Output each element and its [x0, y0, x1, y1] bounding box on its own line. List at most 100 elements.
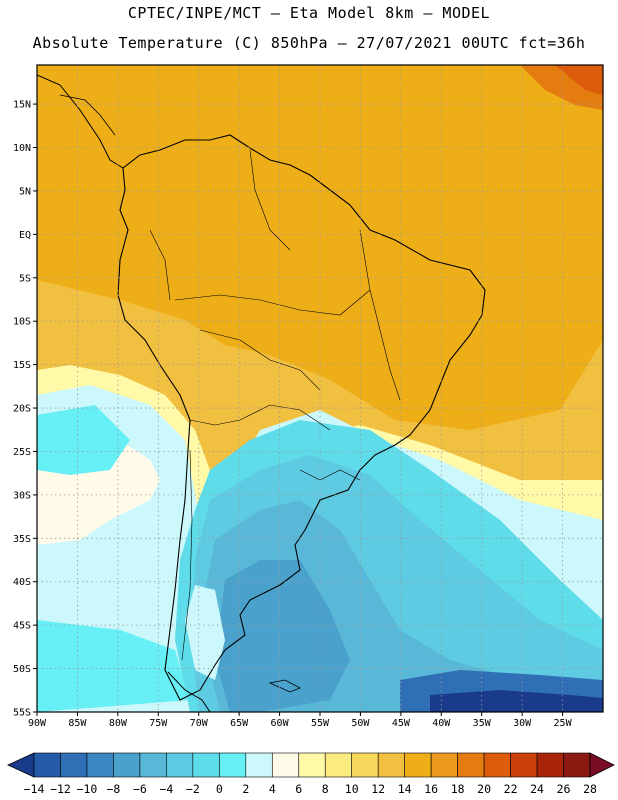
colorbar-swatch: [271, 752, 300, 778]
colorbar-high-arrow: [589, 752, 615, 778]
colorbar-label: 24: [530, 782, 544, 796]
colorbar-swatch: [86, 752, 114, 778]
border-brazil-north: [174, 289, 371, 316]
lon-label: 40W: [432, 718, 451, 729]
temperature-field: [37, 65, 603, 712]
colorbar-label: −8: [106, 782, 120, 796]
lat-label: 15N: [13, 100, 31, 111]
colorbar-swatch: [113, 752, 141, 778]
latitude-labels: 15N 10N 5N EQ 5S 10S 15S 20S 25S 30S 35S 40S 45S 50S 5…: [13, 100, 31, 719]
lat-label: 15S: [13, 360, 31, 371]
colorbar-swatch: [33, 752, 61, 778]
lat-label: 25S: [13, 447, 31, 458]
colorbar-swatch: [60, 752, 88, 778]
title-line-1: CPTEC/INPE/MCT — Eta Model 8km — MODEL: [127, 4, 491, 22]
colorbar-label: −6: [133, 782, 147, 796]
lat-label: 5N: [19, 186, 31, 197]
colorbar-label: 12: [371, 782, 385, 796]
lon-label: 70W: [190, 718, 209, 729]
colorbar-label: 22: [504, 782, 518, 796]
colorbar-label: −12: [50, 782, 71, 796]
lat-label: 5S: [19, 273, 31, 284]
colorbar-label: 28: [583, 782, 597, 796]
lon-label: 65W: [230, 718, 249, 729]
tropical-warm-region: [37, 65, 603, 430]
title-line-2: Absolute Temperature (C) 850hPa — 27/07/…: [32, 34, 586, 52]
colorbar-label: 10: [345, 782, 359, 796]
falkland-islands: [268, 679, 301, 693]
lon-label: 90W: [28, 718, 47, 729]
lat-label: 35S: [13, 534, 31, 545]
colorbar-swatch: [351, 752, 379, 778]
lon-label: 60W: [271, 718, 290, 729]
colorbar-swatch: [166, 752, 194, 778]
lat-label: 55S: [13, 708, 31, 719]
colorbar-label: 4: [269, 782, 276, 796]
border-venezuela: [249, 149, 291, 251]
lon-label: 75W: [149, 718, 168, 729]
colorbar-swatch: [139, 752, 167, 778]
colorbar-swatch: [219, 752, 247, 778]
lat-label: 30S: [13, 490, 31, 501]
lon-label: 80W: [109, 718, 128, 729]
colorbar-swatch: [324, 752, 353, 778]
lon-label: 25W: [554, 718, 573, 729]
colorbar-swatch: [245, 752, 273, 778]
colorbar-label: −4: [159, 782, 173, 796]
colorbar-swatch: [192, 752, 220, 778]
border-uruguay: [299, 469, 361, 481]
colorbar-swatch: [457, 752, 485, 778]
lat-label: 10N: [13, 143, 31, 154]
colorbar-label: 0: [216, 782, 223, 796]
colorbar-swatch: [430, 752, 458, 778]
cool-patch-pacific: [37, 405, 130, 475]
colorbar-label: −14: [24, 782, 45, 796]
lon-label: 45W: [392, 718, 411, 729]
colorbar-label: 8: [322, 782, 329, 796]
colorbar-label: 14: [398, 782, 412, 796]
colorbar-swatch: [377, 752, 405, 778]
lat-label: 10S: [13, 317, 31, 328]
lon-label: 35W: [473, 718, 492, 729]
colorbar-label: −2: [186, 782, 200, 796]
colorbar-label: 16: [424, 782, 438, 796]
lat-label: EQ: [19, 230, 31, 241]
cold-core-inner: [215, 560, 350, 712]
south-america-coastline: [117, 134, 486, 701]
lat-label: 40S: [13, 577, 31, 588]
lat-label: 45S: [13, 621, 31, 632]
lon-label: 85W: [68, 718, 87, 729]
central-america-coastline: [37, 74, 124, 169]
colorbar-label: 26: [557, 782, 571, 796]
temperature-colorbar: [7, 752, 615, 778]
map-frame: [36, 64, 604, 713]
border-peru-colombia: [149, 229, 171, 301]
border-brazil-states: [359, 229, 401, 401]
lon-label: 50W: [351, 718, 370, 729]
colorbar-label: 18: [451, 782, 465, 796]
colorbar-label: 2: [242, 782, 249, 796]
hottest-spot-northeast: [555, 65, 603, 95]
colorbar-swatch: [404, 752, 432, 778]
coldest-southeast: [430, 690, 603, 712]
tierra-del-fuego-coast: [167, 671, 211, 712]
andes-pale-patch: [185, 585, 225, 680]
colorbar-swatch: [563, 752, 591, 778]
central-america-inner: [59, 94, 116, 136]
colorbar-label: 6: [295, 782, 302, 796]
cool-band-southwest: [37, 620, 190, 712]
colorbar-swatch: [510, 752, 538, 778]
colorbar-label: 20: [477, 782, 491, 796]
lon-label: 55W: [311, 718, 330, 729]
colorbar-low-arrow: [7, 752, 35, 778]
border-bolivia: [199, 329, 321, 391]
lat-label: 20S: [13, 404, 31, 415]
colorbar-labels: −14 −12 −10 −8 −6 −4 −2 0 2 4 6 8 10 12 14 16 18 20 22 24 26…: [24, 782, 597, 796]
lat-lon-grid: [33, 65, 603, 716]
colorbar-swatch: [536, 752, 564, 778]
colorbar-swatch: [298, 752, 326, 778]
lon-label: 30W: [513, 718, 532, 729]
lat-label: 50S: [13, 664, 31, 675]
colorbar-label: −10: [77, 782, 98, 796]
border-argentina-north: [189, 404, 331, 431]
